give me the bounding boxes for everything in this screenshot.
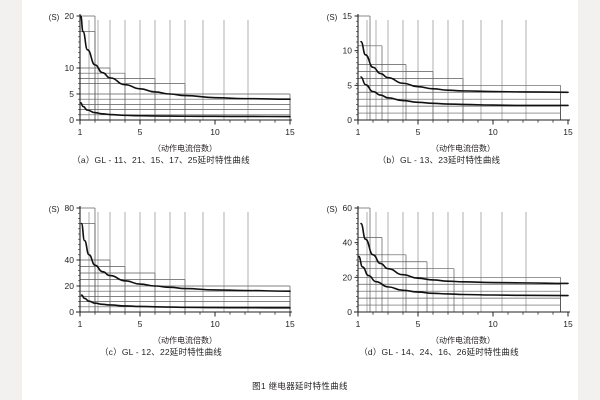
y-tick-label: 40	[65, 255, 75, 265]
x-axis-label: （动作电流倍数）	[431, 143, 495, 152]
x-tick-label: 5	[138, 127, 143, 137]
grid-lines	[358, 15, 561, 120]
y-tick-label: 0	[347, 307, 352, 317]
y-tick-label: 0	[347, 115, 352, 125]
plot-area-d: 0 20 40 60 1 5 10 15 (S) （动作电流倍数）	[300, 194, 578, 344]
chart-panel-d: 0 20 40 60 1 5 10 15 (S) （动作电流倍数） （d）GL - 14、24、1…	[300, 194, 578, 379]
y-tick-label: 20	[65, 11, 75, 21]
y-unit-label: (S)	[327, 13, 338, 22]
delay-curve	[360, 76, 569, 107]
x-tick-label: 1	[78, 319, 83, 329]
page-margin-right	[578, 0, 600, 400]
figure-sheet: 0 5 10 20 1 5 10 15 (S) （动作电流倍数） （a）GL - 11、21、15…	[22, 0, 578, 400]
y-tick-label: 80	[65, 203, 75, 213]
y-tick-label: 15	[343, 11, 353, 21]
delay-curve	[79, 102, 291, 118]
panel-caption-c: （c）GL - 12、22延时特性曲线	[99, 347, 223, 357]
delay-curve	[360, 222, 569, 285]
figure-caption: 图1 继电器延时特性曲线	[252, 381, 348, 391]
y-tick-label: 0	[69, 115, 74, 125]
x-tick-label: 10	[488, 127, 498, 137]
delay-curve	[357, 255, 569, 297]
x-tick-label: 10	[488, 319, 498, 329]
x-tick-label: 15	[563, 127, 573, 137]
x-tick-label: 1	[356, 319, 361, 329]
chart-panel-a: 0 5 10 20 1 5 10 15 (S) （动作电流倍数） （a）GL - 11、21、15…	[22, 2, 300, 187]
plot-area-c: 0 20 40 80 1 5 10 15 (S) （动作电流倍数）	[22, 194, 300, 344]
x-tick-label: 15	[285, 127, 295, 137]
y-tick-label: 5	[69, 89, 74, 99]
delay-curve	[80, 222, 291, 292]
y-unit-label: (S)	[49, 205, 60, 214]
page-margin-left	[0, 0, 22, 400]
y-tick-label: 5	[347, 80, 352, 90]
y-unit-label: (S)	[49, 13, 60, 22]
x-tick-label: 5	[416, 319, 421, 329]
x-tick-label: 5	[138, 319, 143, 329]
x-tick-label: 5	[416, 127, 421, 137]
chart-panel-b: 0 5 10 15 1 5 10 15 (S) （动作电流倍数） （b）GL - 13、23延时特…	[300, 2, 578, 187]
x-axis-label: （动作电流倍数）	[153, 143, 217, 152]
x-tick-label: 1	[356, 127, 361, 137]
x-tick-label: 15	[563, 319, 573, 329]
x-tick-label: 1	[78, 127, 83, 137]
y-tick-label: 20	[343, 272, 353, 282]
delay-curve	[80, 294, 291, 309]
x-axis-label: （动作电流倍数）	[153, 335, 217, 344]
y-tick-label: 10	[343, 46, 353, 56]
grid-lines	[358, 207, 561, 312]
panel-caption-b: （b）GL - 13、23延时特性曲线	[377, 155, 501, 165]
y-tick-label: 60	[343, 203, 353, 213]
panel-caption-a: （a）GL - 11、21、15、17、25延时特性曲线	[72, 155, 250, 165]
y-tick-label: 0	[69, 307, 74, 317]
delay-curve	[79, 15, 291, 100]
chart-panel-c: 0 20 40 80 1 5 10 15 (S) （动作电流倍数） （c）GL - 12、22延时…	[22, 194, 300, 379]
x-tick-label: 15	[285, 319, 295, 329]
y-unit-label: (S)	[327, 205, 338, 214]
grid-lines	[80, 207, 291, 312]
x-tick-label: 10	[210, 319, 220, 329]
x-tick-label: 10	[210, 127, 220, 137]
plot-area-b: 0 5 10 15 1 5 10 15 (S) （动作电流倍数）	[300, 2, 578, 152]
plot-area-a: 0 5 10 20 1 5 10 15 (S) （动作电流倍数）	[22, 2, 300, 152]
y-tick-label: 40	[343, 238, 353, 248]
grid-lines	[80, 15, 291, 120]
y-tick-label: 20	[65, 281, 75, 291]
delay-curve	[360, 40, 569, 94]
y-tick-label: 10	[65, 63, 75, 73]
chart-grid: 0 5 10 20 1 5 10 15 (S) （动作电流倍数） （a）GL - 11、21、15…	[22, 0, 578, 400]
x-axis-label: （动作电流倍数）	[431, 335, 495, 344]
panel-caption-d: （d）GL - 14、24、16、26延时特性曲线	[359, 347, 519, 357]
